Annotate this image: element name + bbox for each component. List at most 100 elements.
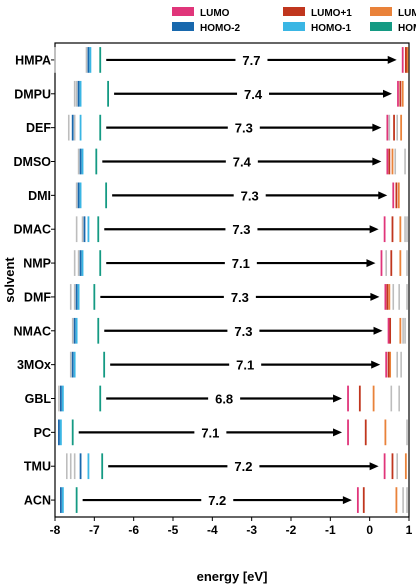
x-tick-label-8: 0 [366,523,373,537]
legend-label-lumo-plus-2: LUMO+2 [398,8,416,19]
gap-arrow-head-tmu [369,462,379,471]
x-tick-label-1: -7 [89,523,100,537]
gap-label-dmf: 7.3 [231,290,249,305]
gap-label-bg-3mox [229,355,262,372]
gap-arrow-head-hmpa [387,55,397,64]
gap-label-def: 7.3 [235,121,253,136]
gap-label-gbl: 6.8 [215,392,233,407]
gap-label-bg-dmso [225,152,258,169]
legend-label-lumo-plus-1: LUMO+1 [311,8,352,19]
gap-arrow-head-3mox [371,360,381,369]
gap-label-dmso: 7.4 [233,155,252,170]
x-axis: -8 -7 -6 -5 -4 -3 -2 -1 0 1 [50,517,413,537]
row-3mox: 3MOx 7.1 [17,351,402,378]
gap-label-bg-pc [194,423,227,440]
solvent-label-def: DEF [26,121,51,135]
solvent-label-dmac: DMAC [14,223,52,237]
row-nmp: NMP 7.1 [23,250,408,276]
legend-swatch-lumo [172,7,194,16]
solvent-label-nmac: NMAC [14,324,52,338]
gap-label-dmac: 7.3 [232,222,250,237]
legend-swatch-homo-2 [172,22,194,31]
row-dmi: DMI 7.3 [28,182,400,209]
solvent-label-dmf: DMF [24,290,51,304]
plot-area: HMPA 7.7 DMPU 7.4 DEF 7.3 DMSO 7.4 DMI 7.3 DMAC 7.3… [14,42,410,518]
gap-arrow-head-pc [333,428,343,437]
y-axis-label: solvent [2,257,17,303]
row-dmac: DMAC 7.3 [14,216,408,243]
x-tick-label-3: -5 [168,523,179,537]
legend-swatch-lumo-plus-2 [370,7,392,16]
row-dmso: DMSO 7.4 [14,148,406,175]
solvent-label-dmso: DMSO [14,155,52,169]
solvent-label-pc: PC [34,426,51,440]
row-dmpu: DMPU 7.4 [14,80,404,107]
row-nmac: NMAC 7.3 [14,317,406,344]
solvent-rows: HMPA 7.7 DMPU 7.4 DEF 7.3 DMSO 7.4 DMI 7.3 DMAC 7.3… [14,47,409,513]
gap-arrow-head-dmf [370,292,380,301]
x-axis-label: energy [eV] [197,569,268,584]
x-tick-label-9: 1 [406,523,413,537]
gap-label-3mox: 7.1 [236,358,254,373]
x-tick-label-5: -3 [246,523,257,537]
gap-arrow-head-def [372,123,382,132]
x-tick-label-4: -4 [207,523,218,537]
gap-label-dmpu: 7.4 [244,87,263,102]
solvent-label-hmpa: HMPA [15,53,51,67]
legend-swatch-lumo-plus-1 [283,7,305,16]
gap-label-pc: 7.1 [201,425,219,440]
gap-label-bg-dmac [225,220,258,237]
gap-arrow-head-dmac [369,225,379,234]
gap-label-bg-nmac [227,321,260,338]
row-pc: PC 7.1 [34,419,408,446]
solvent-label-3mox: 3MOx [17,358,51,372]
legend-label-homo: HOMO [398,23,416,34]
gap-arrow-head-acn [342,496,352,505]
gap-label-bg-tmu [227,457,260,474]
gap-label-bg-dmpu [237,84,270,101]
solvent-label-nmp: NMP [23,257,51,271]
gap-label-tmu: 7.2 [234,459,252,474]
legend: LUMO LUMO+1 LUMO+2 HOMO-2 HOMO-1 HOMO [172,7,416,34]
gap-label-bg-dmi [233,186,266,203]
gap-label-nmac: 7.3 [234,324,252,339]
gap-arrow-head-dmpu [382,89,392,98]
row-gbl: GBL 6.8 [25,385,400,412]
gap-label-bg-gbl [208,389,241,406]
solvent-label-tmu: TMU [24,460,51,474]
row-dmf: DMF 7.3 [24,284,408,310]
legend-swatch-homo [370,22,392,31]
gap-label-acn: 7.2 [208,493,226,508]
solvent-label-dmpu: DMPU [14,87,51,101]
x-tick-label-0: -8 [50,523,61,537]
gap-label-nmp: 7.1 [232,256,250,271]
plot-frame [54,42,410,518]
solvent-label-dmi: DMI [28,189,51,203]
gap-label-bg-nmp [224,254,257,271]
solvent-label-acn: ACN [24,494,51,508]
row-acn: ACN 7.2 [24,487,408,513]
gap-arrow-head-nmp [366,259,376,268]
gap-label-dmi: 7.3 [241,188,259,203]
gap-label-bg-dmf [223,287,256,304]
solvent-label-gbl: GBL [25,392,52,406]
gap-arrow-head-dmso [372,157,382,166]
gap-label-bg-hmpa [235,50,268,67]
row-tmu: TMU 7.2 [24,453,407,480]
x-tick-label-6: -2 [286,523,297,537]
x-tick-label-2: -6 [128,523,139,537]
x-tick-label-7: -1 [325,523,336,537]
gap-label-hmpa: 7.7 [242,53,260,68]
gap-label-bg-acn [201,491,234,508]
legend-label-lumo: LUMO [200,8,230,19]
legend-label-homo-2: HOMO-2 [200,23,240,34]
legend-label-homo-1: HOMO-1 [311,23,351,34]
gap-arrow-head-gbl [333,394,343,403]
gap-arrow-head-dmi [378,191,388,200]
row-def: DEF 7.3 [26,114,403,141]
gap-label-bg-def [227,118,260,135]
row-hmpa: HMPA 7.7 [15,47,409,73]
legend-swatch-homo-1 [283,22,305,31]
gap-arrow-head-nmac [373,326,383,335]
